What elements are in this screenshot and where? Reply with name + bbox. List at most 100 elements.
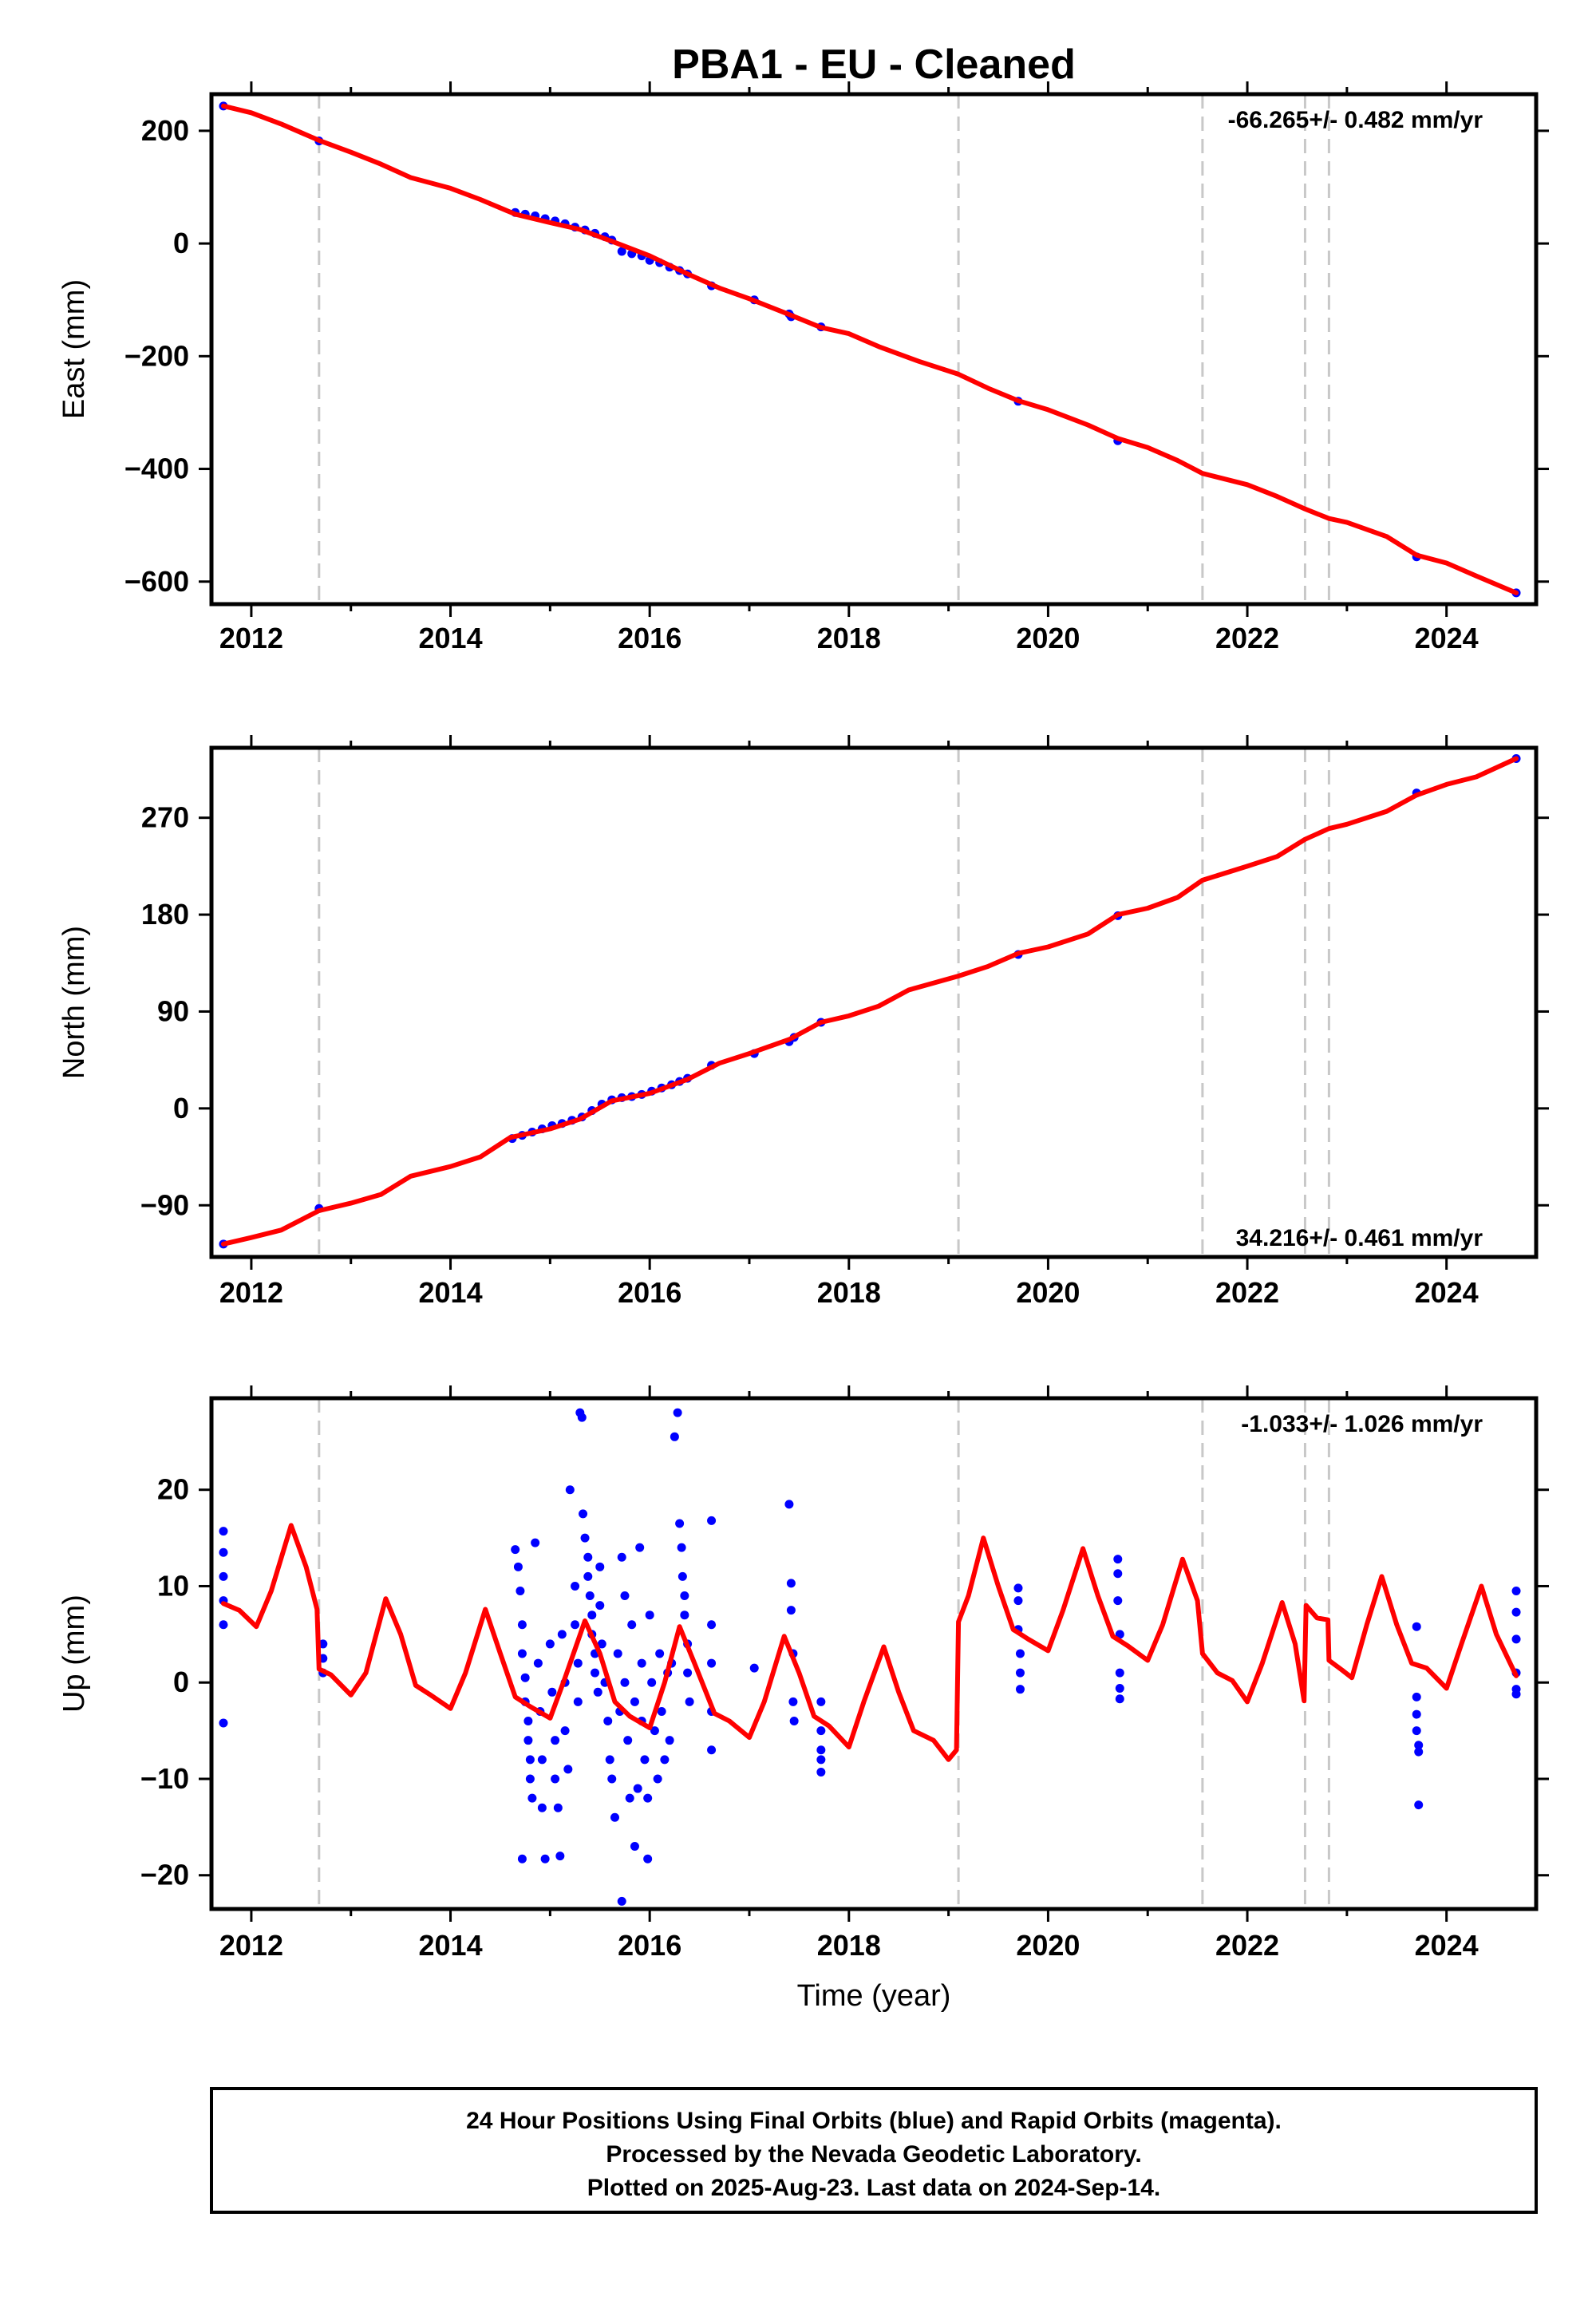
data-point — [523, 1736, 533, 1745]
data-point — [816, 1768, 826, 1777]
x-tick-label: 2018 — [817, 622, 881, 654]
data-point — [1414, 1741, 1424, 1750]
data-point — [1015, 1685, 1025, 1694]
data-point — [665, 1736, 674, 1745]
data-point — [707, 1745, 717, 1755]
data-point — [580, 1533, 590, 1543]
north-y-axis-label: North (mm) — [57, 926, 91, 1079]
data-point — [678, 1571, 687, 1581]
data-point — [557, 1630, 567, 1639]
y-tick-label: −600 — [124, 565, 189, 598]
data-point — [591, 1668, 600, 1678]
data-point — [685, 1697, 694, 1706]
data-point — [593, 1687, 602, 1697]
data-point — [657, 1706, 666, 1716]
x-tick-label: 2022 — [1215, 622, 1279, 654]
data-point — [1015, 1668, 1025, 1678]
data-point — [513, 1562, 523, 1571]
data-point — [1113, 1596, 1123, 1606]
footer-box: 24 Hour Positions Using Final Orbits (bl… — [210, 2087, 1538, 2214]
data-point — [555, 1852, 565, 1861]
data-point — [525, 1774, 535, 1784]
data-point — [527, 1793, 537, 1803]
data-point — [784, 1500, 794, 1509]
data-point — [645, 1611, 654, 1620]
x-tick-label: 2020 — [1016, 1276, 1080, 1309]
data-point — [788, 1697, 798, 1706]
data-point — [1511, 1607, 1521, 1617]
data-point — [633, 1784, 642, 1793]
data-point — [605, 1755, 614, 1765]
data-point — [680, 1611, 689, 1620]
data-point — [707, 1620, 717, 1630]
x-tick-label: 2018 — [817, 1929, 881, 1962]
y-tick-label: −400 — [124, 453, 189, 485]
data-point — [577, 1413, 587, 1422]
y-tick-label: −20 — [140, 1859, 189, 1891]
data-point — [585, 1591, 595, 1601]
data-point — [789, 1717, 799, 1726]
y-tick-label: 10 — [157, 1569, 189, 1602]
data-point — [673, 1408, 682, 1417]
data-point — [1412, 1726, 1421, 1736]
x-tick-label: 2012 — [219, 1929, 283, 1962]
data-point — [647, 1678, 657, 1687]
east-plot-area — [219, 94, 1521, 604]
x-tick-label: 2014 — [419, 1276, 483, 1309]
data-point — [1115, 1694, 1124, 1704]
y-tick-label: 0 — [173, 227, 189, 259]
data-point — [516, 1587, 525, 1596]
y-tick-label: 90 — [157, 994, 189, 1027]
data-point — [635, 1543, 645, 1552]
data-point — [537, 1803, 547, 1812]
plot-frame — [209, 745, 1539, 1259]
data-point — [623, 1736, 633, 1745]
figure-title: PBA1 - EU - Cleaned — [672, 41, 1076, 88]
data-point — [563, 1765, 573, 1774]
data-point — [573, 1697, 583, 1706]
data-point — [1115, 1683, 1124, 1693]
data-point — [587, 1611, 597, 1620]
x-tick-label: 2014 — [419, 1929, 483, 1962]
data-point — [520, 1673, 530, 1682]
y-tick-label: −10 — [140, 1762, 189, 1795]
x-tick-label: 2020 — [1016, 622, 1080, 654]
data-point — [517, 1620, 527, 1630]
data-point — [786, 1606, 796, 1615]
data-point — [517, 1649, 527, 1658]
data-point — [643, 1793, 653, 1803]
data-point — [630, 1697, 639, 1706]
y-tick-label: −90 — [140, 1188, 189, 1221]
data-point — [219, 1547, 228, 1557]
data-point — [620, 1678, 630, 1687]
up-plot-area — [219, 1398, 1521, 1909]
data-point — [677, 1543, 686, 1552]
data-point — [553, 1803, 563, 1812]
data-point — [579, 1509, 588, 1519]
data-point — [595, 1601, 605, 1611]
data-point — [517, 1854, 527, 1863]
east-y-axis-label: East (mm) — [57, 279, 91, 419]
data-point — [1412, 1622, 1421, 1631]
data-point — [1414, 1747, 1424, 1757]
data-point — [219, 1527, 228, 1536]
x-tick-label: 2016 — [618, 1929, 681, 1962]
footer-line-1: 24 Hour Positions Using Final Orbits (bl… — [466, 2108, 1282, 2134]
x-tick-label: 2024 — [1415, 1929, 1479, 1962]
data-point — [816, 1745, 826, 1755]
model-line — [221, 1523, 1519, 1762]
data-point — [627, 1620, 637, 1630]
data-point — [531, 1538, 540, 1547]
data-point — [640, 1755, 650, 1765]
model-line — [221, 756, 1519, 1247]
data-point — [707, 1516, 717, 1525]
plot-frame — [209, 1396, 1539, 1911]
data-point — [749, 1663, 759, 1673]
data-point — [219, 1718, 228, 1728]
y-tick-label: 0 — [173, 1666, 189, 1698]
x-tick-label: 2024 — [1415, 622, 1479, 654]
data-point — [547, 1687, 557, 1697]
data-point — [1511, 1690, 1521, 1699]
x-tick-label: 2012 — [219, 622, 283, 654]
